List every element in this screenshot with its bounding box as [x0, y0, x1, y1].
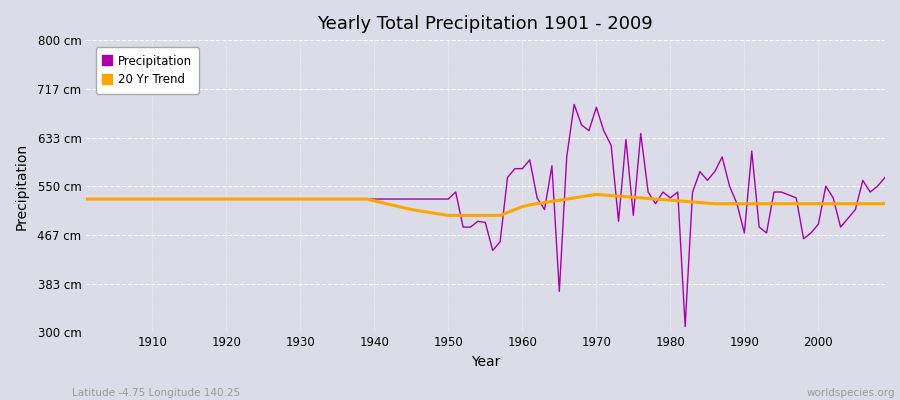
Text: worldspecies.org: worldspecies.org	[807, 388, 896, 398]
Text: Latitude -4.75 Longitude 140.25: Latitude -4.75 Longitude 140.25	[72, 388, 240, 398]
Legend: Precipitation, 20 Yr Trend: Precipitation, 20 Yr Trend	[95, 48, 199, 94]
Y-axis label: Precipitation: Precipitation	[15, 143, 29, 230]
X-axis label: Year: Year	[471, 355, 500, 369]
Title: Yearly Total Precipitation 1901 - 2009: Yearly Total Precipitation 1901 - 2009	[318, 15, 653, 33]
